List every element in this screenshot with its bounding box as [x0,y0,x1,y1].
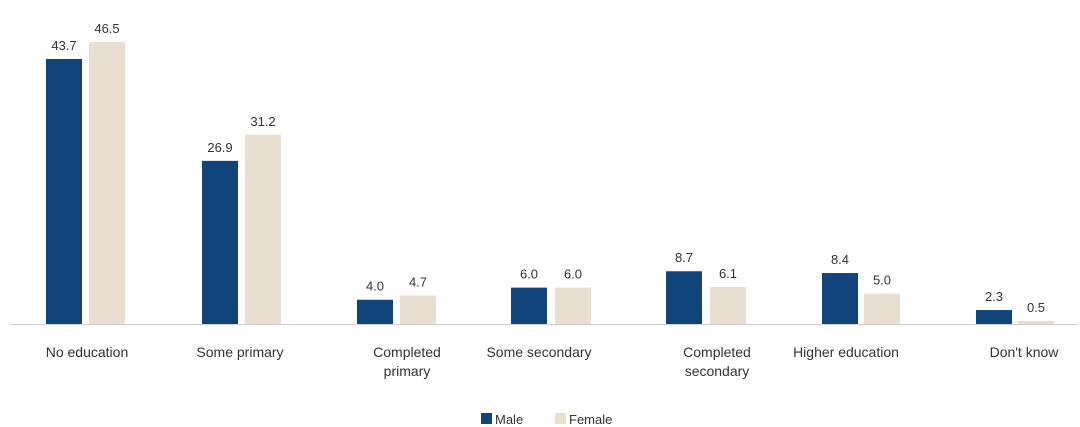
bar-male-2 [357,299,393,324]
bar-female-2 [400,295,436,324]
legend-label-male: Male [495,412,523,427]
value-label-male-3: 6.0 [520,267,538,282]
value-label-male-2: 4.0 [366,279,384,294]
bar-female-4 [710,287,746,324]
value-labels-layer: 43.7 26.9 4.0 6.0 8.7 8.4 2.3 46.5 31.2 4.7 6.0 6.1… [51,21,1045,315]
bar-female-5 [864,293,900,324]
bar-male-1 [202,160,238,324]
bar-male-0 [46,58,82,324]
value-label-female-4: 6.1 [719,266,737,281]
bar-female-1 [245,134,281,324]
category-label-0: No education [46,344,129,360]
legend-swatch-male [481,413,492,424]
value-label-male-4: 8.7 [675,250,693,265]
category-label-4: Completed secondary [683,344,751,379]
value-label-male-1: 26.9 [207,140,232,155]
bar-male-3 [511,287,547,324]
bar-female-6 [1018,320,1054,324]
value-label-male-6: 2.3 [985,289,1003,304]
category-label-6: Don't know [990,344,1060,360]
value-label-female-0: 46.5 [94,21,119,36]
bars-layer [46,42,1054,324]
category-label-3: Some secondary [486,344,591,360]
category-label-2: Completed primary [373,344,441,379]
value-label-female-1: 31.2 [250,114,275,129]
bar-male-5 [822,273,858,324]
bar-male-6 [976,310,1012,324]
bar-female-0 [89,42,125,324]
category-label-1: Some primary [196,344,283,360]
value-label-male-5: 8.4 [831,252,849,267]
legend-label-female: Female [569,412,612,427]
legend: Male Female [481,412,612,427]
category-label-5: Higher education [793,344,899,360]
value-label-female-6: 0.5 [1027,300,1045,315]
bar-male-4 [666,271,702,324]
value-label-male-0: 43.7 [51,38,76,53]
category-labels-layer: No education Some primary Completed primary… [46,344,1060,379]
bar-female-3 [555,287,591,324]
legend-swatch-female [555,413,566,424]
value-label-female-3: 6.0 [564,267,582,282]
value-label-female-2: 4.7 [409,274,427,289]
value-label-female-5: 5.0 [873,273,891,288]
